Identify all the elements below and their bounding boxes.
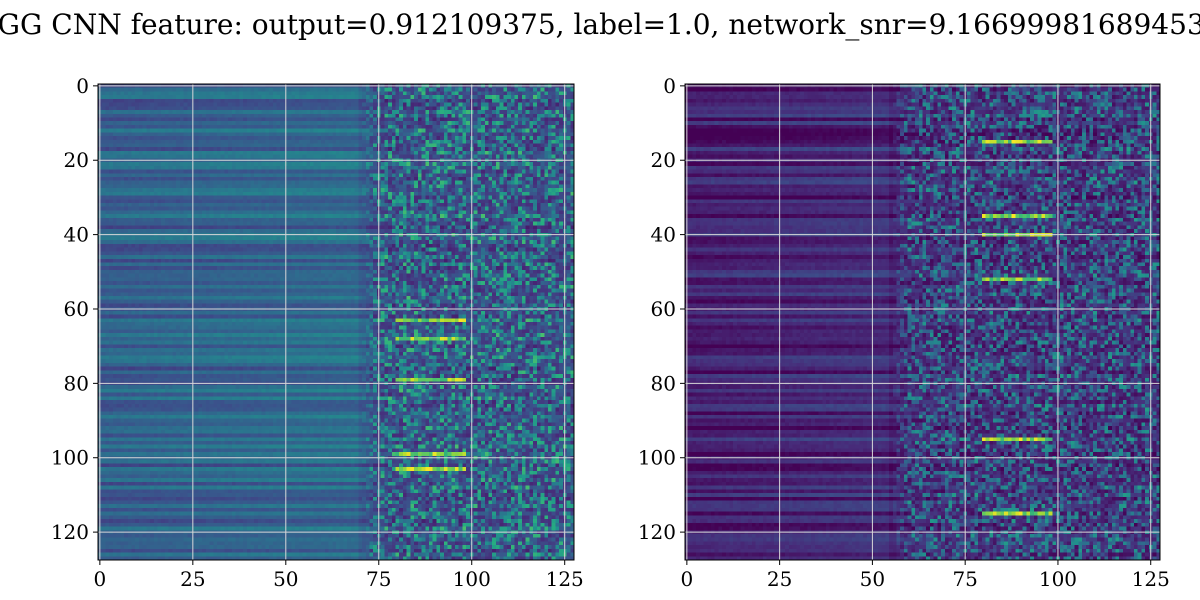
x-tick-label: 0: [93, 567, 106, 591]
x-tick-label: 0: [680, 567, 693, 591]
heatmap-right: 0 25 50 75 100 125 0 20 40 60 80 100 120: [638, 74, 1170, 591]
x-tick-label: 100: [453, 567, 491, 591]
figure-title: VGG CNN feature: output=0.912109375, lab…: [0, 8, 1200, 41]
x-tick-label: 100: [1039, 567, 1077, 591]
axes-frame: [684, 83, 1161, 561]
y-tick-label: 20: [651, 148, 676, 172]
x-tick-label: 75: [366, 567, 391, 591]
y-tick-label: 100: [51, 446, 89, 470]
y-tick-label: 40: [651, 223, 676, 247]
axes-frame: [97, 83, 575, 561]
heatmap-image: [98, 84, 574, 560]
y-tick-label: 60: [651, 297, 676, 321]
x-tick-label: 75: [952, 567, 977, 591]
y-tick-label: 0: [76, 74, 89, 98]
x-tick-label: 50: [860, 567, 885, 591]
x-tick-label: 25: [767, 567, 792, 591]
heatmap-image: [685, 84, 1160, 560]
x-tick-label: 125: [1132, 567, 1170, 591]
y-tick-label: 60: [64, 297, 89, 321]
y-tick-label: 80: [651, 371, 676, 395]
y-tick-label: 20: [64, 148, 89, 172]
x-tick-label: 125: [546, 567, 584, 591]
x-tick-label: 25: [180, 567, 205, 591]
x-tick-label: 50: [273, 567, 298, 591]
y-tick-label: 120: [638, 520, 676, 544]
y-tick-label: 100: [638, 446, 676, 470]
y-tick-label: 0: [663, 74, 676, 98]
y-tick-label: 40: [64, 223, 89, 247]
y-tick-label: 80: [64, 371, 89, 395]
heatmap-left: 0 25 50 75 100 125 0 20 40 60 80 100 120: [51, 74, 584, 591]
y-tick-label: 120: [51, 520, 89, 544]
